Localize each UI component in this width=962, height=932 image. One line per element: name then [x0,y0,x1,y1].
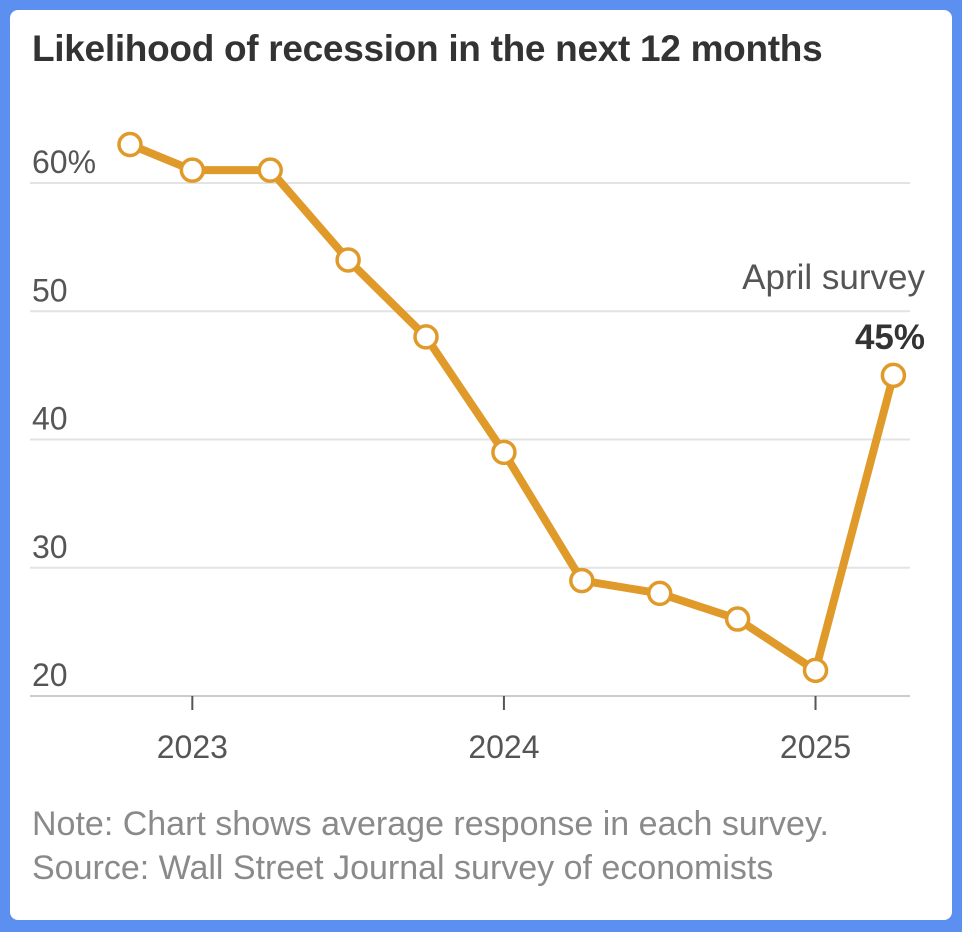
x-tick-label: 2025 [780,729,851,765]
line-chart: 20 30 40 50 60% 2023 2024 2025 April survey 45% [30,131,925,765]
data-point [802,657,829,684]
x-tick-label: 2024 [468,729,539,765]
data-point [569,567,595,594]
footnote: Note: Chart shows average response in ea… [32,802,829,890]
data-point [880,362,907,389]
y-tick-label: 40 [32,401,68,437]
series-line [126,140,898,675]
chart-card: Likelihood of recession in the next 12 m… [10,10,952,920]
data-point [724,606,751,632]
data-point [179,157,206,183]
data-point [335,247,361,273]
y-tick-label: 50 [32,272,68,308]
note-text: Note: Chart shows average response in ea… [32,805,829,843]
chart-title: Likelihood of recession in the next 12 m… [32,28,823,69]
data-point [413,324,439,350]
data-point [257,157,283,183]
annotation-label: April survey [742,258,925,297]
data-point [117,131,143,158]
axis-layer: 20 30 40 50 60% 2023 2024 2025 [32,144,851,765]
annotation-value: 45% [855,318,925,357]
data-point [646,580,673,607]
x-tick-label: 2023 [157,729,228,765]
y-tick-label: 30 [32,529,68,565]
grid-layer [30,182,910,697]
data-point [491,439,517,466]
point-layer [117,131,907,684]
source-text: Source: Wall Street Journal survey of ec… [32,849,774,887]
y-tick-label: 60% [32,144,96,180]
y-tick-label: 20 [32,657,68,693]
